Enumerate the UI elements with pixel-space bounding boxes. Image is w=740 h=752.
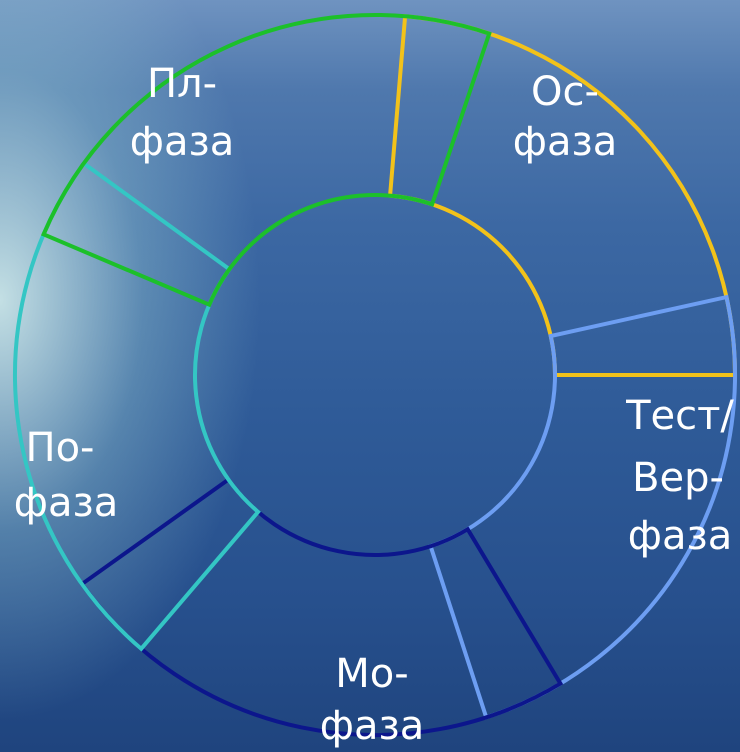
phase-label: По- (26, 425, 95, 471)
phase-label: Пл- (147, 61, 217, 107)
phase-segment (44, 15, 490, 305)
cycle-diagram: Пл- фаза Ос- фаза Тест/ Вер- фаза Мо- фа… (0, 0, 740, 752)
phase-label: фаза (628, 513, 733, 559)
phase-label: Мо- (335, 651, 408, 697)
phase-label: Ос- (531, 69, 599, 115)
slide: Пл- фаза Ос- фаза Тест/ Вер- фаза Мо- фа… (0, 0, 740, 752)
phase-label: фаза (513, 119, 618, 165)
phase-label: Тест/ (625, 393, 734, 439)
phase-label: фаза (130, 119, 235, 165)
phase-label: Вер- (632, 455, 724, 501)
phase-label: фаза (320, 703, 425, 749)
phase-segment (431, 297, 735, 717)
phase-label: фаза (14, 480, 119, 526)
phase-segment (82, 480, 560, 735)
segments (15, 15, 735, 735)
